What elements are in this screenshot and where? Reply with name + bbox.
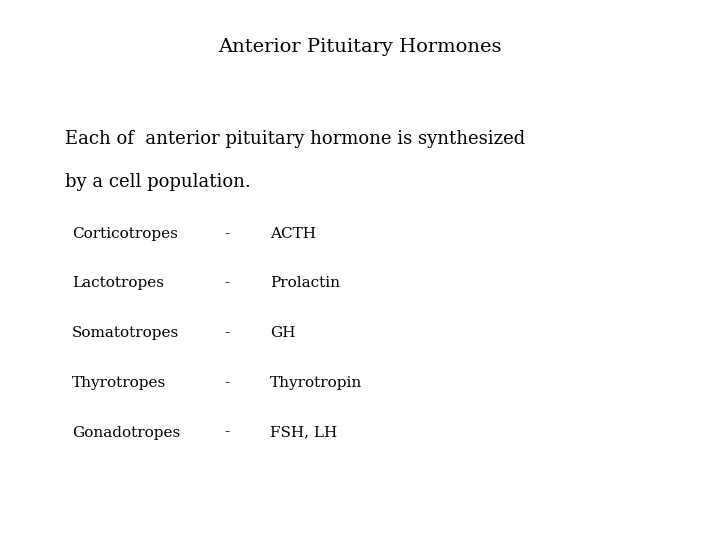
Text: ACTH: ACTH [270,227,316,241]
Text: Gonadotropes: Gonadotropes [72,426,180,440]
Text: Prolactin: Prolactin [270,276,340,291]
Text: -: - [224,227,230,241]
Text: Corticotropes: Corticotropes [72,227,178,241]
Text: -: - [224,426,230,440]
Text: FSH, LH: FSH, LH [270,426,337,440]
Text: Thyrotropes: Thyrotropes [72,376,166,390]
Text: Anterior Pituitary Hormones: Anterior Pituitary Hormones [218,38,502,56]
Text: -: - [224,276,230,291]
Text: Each of  anterior pituitary hormone is synthesized: Each of anterior pituitary hormone is sy… [65,130,525,147]
Text: Lactotropes: Lactotropes [72,276,164,291]
Text: Thyrotropin: Thyrotropin [270,376,362,390]
Text: by a cell population.: by a cell population. [65,173,251,191]
Text: Somatotropes: Somatotropes [72,326,179,340]
Text: -: - [224,376,230,390]
Text: GH: GH [270,326,295,340]
Text: -: - [224,326,230,340]
